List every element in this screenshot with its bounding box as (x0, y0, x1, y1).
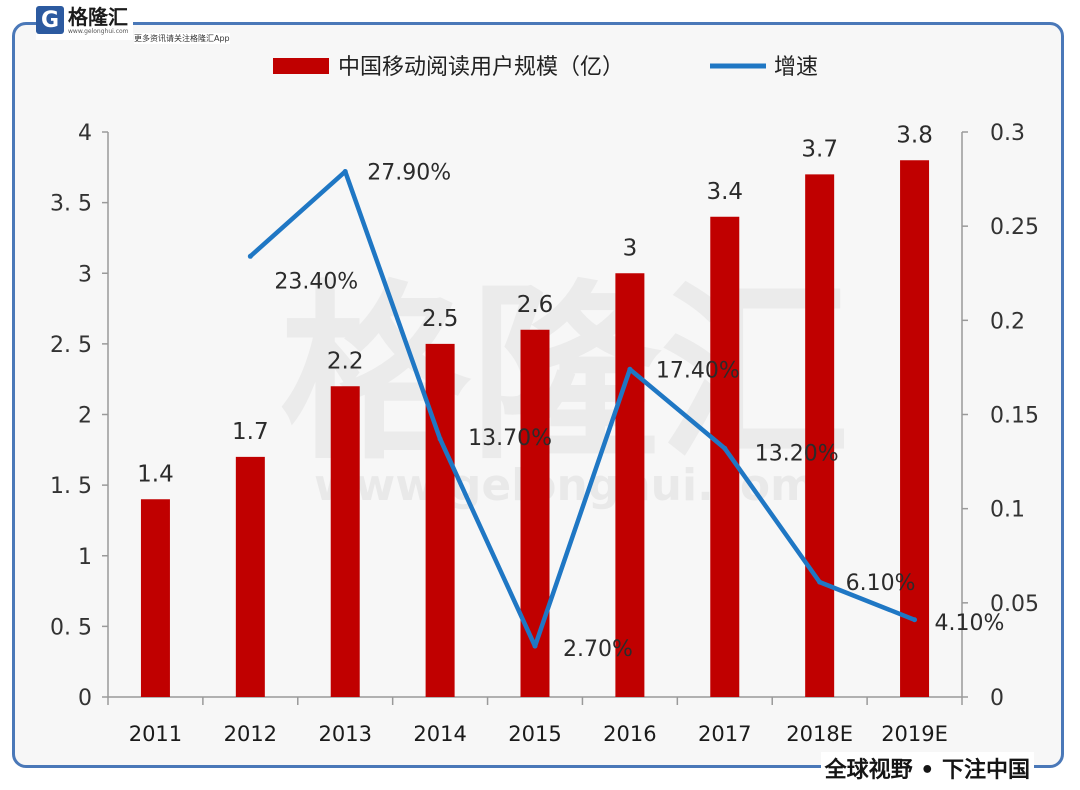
bar (330, 386, 360, 697)
growth-point (532, 643, 538, 649)
growth-point (817, 579, 823, 585)
bar-value-label: 3 (623, 235, 638, 261)
bar (900, 160, 930, 697)
bar-value-label: 1.4 (137, 461, 174, 487)
brand-logo: G 格隆汇 www.gelonghui.com (36, 6, 133, 40)
bar-value-label: 3.7 (801, 136, 838, 162)
bar (235, 456, 265, 697)
x-tick-label: 2014 (413, 722, 466, 746)
bar-value-label: 3.4 (706, 179, 743, 205)
growth-point (912, 617, 918, 623)
legend: 中国移动阅读用户规模（亿） 增速 (273, 55, 818, 80)
y-right-tick-label: 0.15 (990, 404, 1039, 429)
y-right-tick-label: 0.2 (990, 309, 1025, 334)
brand-slogan: 更多资讯请关注格隆汇App (134, 33, 230, 44)
growth-value-label: 13.70% (468, 426, 552, 451)
y-left-tick-label: 2. 5 (50, 333, 92, 358)
x-tick-label: 2012 (224, 722, 277, 746)
y-left-tick-label: 2 (78, 404, 92, 429)
bar (140, 499, 170, 697)
bar-value-label: 1.7 (232, 419, 269, 445)
y-left-tick-label: 4 (78, 121, 92, 146)
y-right-tick-label: 0.05 (990, 592, 1039, 617)
growth-value-label: 4.10% (935, 611, 1005, 636)
bar-series (140, 160, 930, 697)
growth-point (722, 445, 728, 451)
bar-value-label: 2.2 (327, 348, 364, 374)
x-tick-label: 2017 (698, 722, 751, 746)
growth-value-label: 13.20% (755, 441, 839, 466)
x-tick-label: 2013 (318, 722, 371, 746)
growth-point (437, 436, 443, 442)
y-left-tick-label: 3. 5 (50, 192, 92, 217)
growth-value-label: 23.40% (274, 269, 358, 294)
growth-value-label: 17.40% (656, 358, 740, 383)
bar (520, 329, 550, 697)
growth-value-label: 6.10% (846, 571, 916, 596)
growth-value-label: 2.70% (563, 637, 633, 662)
y-left-tick-label: 0. 5 (50, 615, 92, 640)
growth-point (627, 366, 633, 372)
logo-name: 格隆汇 (68, 5, 128, 29)
legend-line-label: 增速 (774, 55, 818, 80)
growth-line (248, 169, 916, 649)
y-left-tick-label: 1 (78, 545, 92, 570)
y-left-tick-label: 1. 5 (50, 474, 92, 499)
logo-url: www.gelonghui.com (68, 28, 129, 35)
y-left-tick-label: 0 (78, 686, 92, 711)
bar (805, 174, 835, 697)
bar-value-label: 2.6 (517, 292, 554, 318)
legend-bar-label: 中国移动阅读用户规模（亿） (338, 55, 624, 80)
bar (710, 216, 740, 697)
bar (615, 273, 645, 697)
growth-value-label: 27.90% (367, 161, 451, 186)
legend-bar-swatch (273, 58, 329, 74)
data-labels: 1.4 1.7 2.2 2.5 2.6 3 3.4 3.7 3.8 23.40% 27.90% 13.… (137, 122, 1004, 662)
y-left-tick-label: 3 (78, 262, 92, 287)
x-tick-label: 2018E (786, 722, 853, 746)
y-right-tick-label: 0 (990, 686, 1004, 711)
bar-value-label: 2.5 (422, 306, 459, 332)
y-right-tick-label: 0.1 (990, 498, 1025, 523)
x-tick-label: 2015 (508, 722, 561, 746)
y-right-tick-label: 0.3 (990, 121, 1025, 146)
bar-value-label: 3.8 (896, 122, 933, 148)
logo-mark-icon: G (36, 6, 64, 34)
watermark: 格隆汇 www.gelonghui.com (280, 264, 850, 511)
x-tick-label: 2019E (881, 722, 948, 746)
x-tick-label: 2016 (603, 722, 656, 746)
watermark-text: 格隆汇 (280, 264, 850, 485)
line-series (247, 169, 918, 649)
y-right-tick-label: 0.25 (990, 215, 1039, 240)
footer-slogan: 全球视野 • 下注中国 (820, 752, 1034, 784)
x-tick-label: 2011 (129, 722, 182, 746)
bar (425, 343, 455, 697)
growth-point (342, 169, 348, 175)
growth-point (247, 253, 253, 259)
